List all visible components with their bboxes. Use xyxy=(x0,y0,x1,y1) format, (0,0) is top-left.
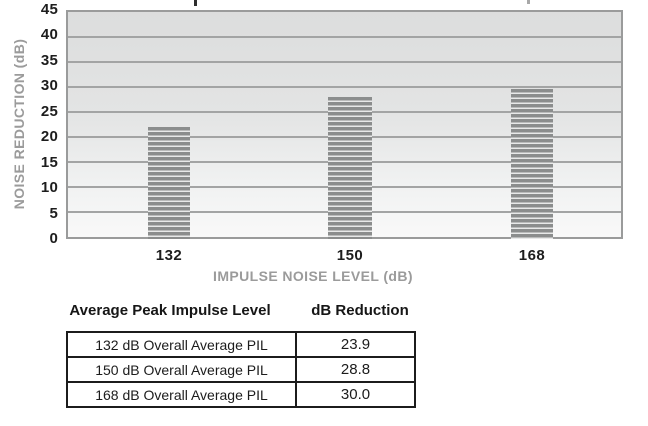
row-label: 132 dB Overall Average PIL xyxy=(66,331,297,358)
table-row: 150 dB Overall Average PIL 28.8 xyxy=(66,356,416,383)
bar-132db xyxy=(148,126,190,239)
x-axis-title: IMPULSE NOISE LEVEL (dB) xyxy=(213,268,413,284)
db-reduction-table: 132 dB Overall Average PIL 23.9 150 dB O… xyxy=(66,331,416,408)
y-axis-tick-labels: 45 40 35 30 25 20 15 10 5 0 xyxy=(0,2,60,247)
y-tick-label: 25 xyxy=(40,102,58,120)
y-tick-label: 10 xyxy=(40,179,58,197)
table-row: 132 dB Overall Average PIL 23.9 xyxy=(66,331,416,358)
bar-168db xyxy=(511,89,553,239)
y-tick-label: 35 xyxy=(40,51,58,69)
table-header-db-reduction: dB Reduction xyxy=(311,302,409,319)
y-tick-label: 0 xyxy=(49,230,58,247)
y-tick-label: 15 xyxy=(40,153,58,171)
y-tick-label: 30 xyxy=(40,77,58,95)
cropped-title-remnant xyxy=(527,0,530,4)
gridline xyxy=(68,60,621,63)
bar-150db xyxy=(328,96,372,239)
row-value: 30.0 xyxy=(295,381,416,408)
y-tick-label: 5 xyxy=(49,204,58,222)
row-label: 150 dB Overall Average PIL xyxy=(66,356,297,383)
row-value: 23.9 xyxy=(295,331,416,358)
row-label: 168 dB Overall Average PIL xyxy=(66,381,297,408)
cropped-title-remnant xyxy=(194,0,197,6)
gridline xyxy=(68,35,621,38)
x-axis-tick-labels: 132 150 168 xyxy=(68,247,621,265)
y-tick-label: 40 xyxy=(40,26,58,44)
x-tick-label: 150 xyxy=(336,247,364,264)
gridline xyxy=(68,85,621,88)
y-tick-label: 45 xyxy=(40,1,58,18)
y-tick-label: 20 xyxy=(40,128,58,146)
bar-chart-plot-area xyxy=(66,10,623,239)
x-tick-label: 132 xyxy=(155,247,183,264)
x-tick-label: 168 xyxy=(518,247,546,264)
row-value: 28.8 xyxy=(295,356,416,383)
table-header-impulse-level: Average Peak Impulse Level xyxy=(69,302,271,319)
table-row: 168 dB Overall Average PIL 30.0 xyxy=(66,381,416,408)
